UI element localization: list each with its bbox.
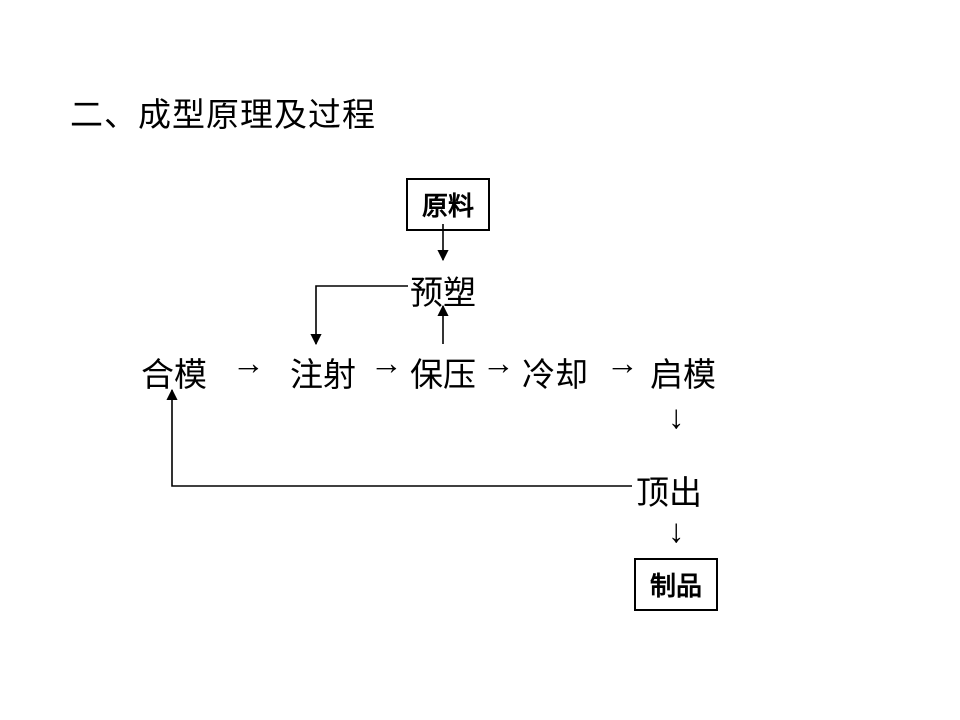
arrow-preplast-to-inject [316, 286, 408, 344]
diagram-canvas: 二、成型原理及过程 原料 制品 预塑 合模 注射 保压 冷却 启模 顶出 → →… [0, 0, 960, 720]
arrow-eject-to-close [172, 390, 632, 486]
connector-lines [0, 0, 960, 720]
